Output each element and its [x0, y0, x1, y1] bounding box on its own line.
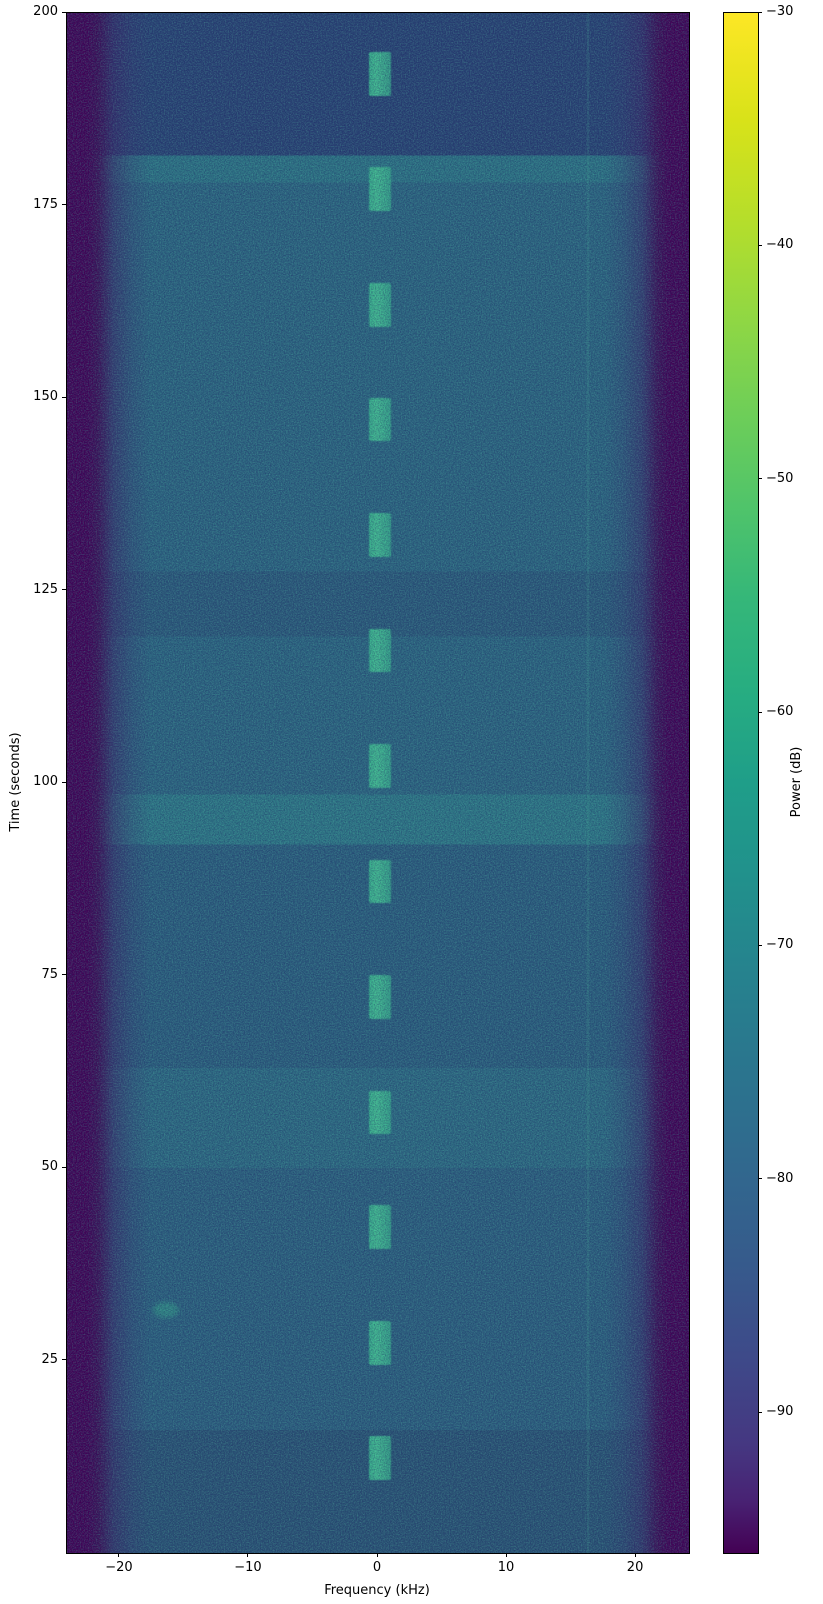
colorbar-tick-label: −80	[766, 1170, 794, 1186]
y-tick-mark	[62, 781, 66, 783]
signal-burst	[368, 51, 391, 96]
x-tick-label: 0	[372, 1560, 382, 1575]
y-tick-mark	[62, 11, 66, 13]
y-tick-mark	[62, 589, 66, 590]
colorbar-tick-label: −60	[766, 704, 794, 719]
signal-burst	[368, 744, 391, 788]
signal-burst	[368, 975, 391, 1019]
y-tick-mark	[62, 974, 66, 975]
carrier-line-artifact	[587, 13, 590, 1553]
x-tick-label: 20	[626, 1560, 644, 1575]
colorbar-tick-mark	[758, 944, 762, 946]
y-tick-mark	[62, 1166, 66, 1168]
colorbar-tick-label: −40	[766, 237, 794, 253]
noise-texture-overlay	[67, 13, 689, 1553]
y-tick-label: 75	[41, 966, 58, 982]
colorbar-tick-label: −70	[766, 937, 794, 953]
x-tick-mark	[634, 1553, 636, 1557]
blob-artifact	[153, 1302, 180, 1319]
colorbar	[723, 12, 759, 1554]
signal-burst	[368, 1090, 391, 1135]
x-tick-label: −20	[105, 1560, 133, 1575]
light-speckle-noise	[67, 13, 689, 1553]
y-tick-label: 25	[41, 1351, 58, 1367]
x-axis-label: Frequency (kHz)	[324, 1583, 430, 1598]
y-tick-mark	[62, 396, 66, 398]
dark-speckle-noise	[67, 13, 689, 1553]
y-tick-label: 125	[33, 581, 58, 597]
signal-burst	[368, 1320, 391, 1365]
y-tick-label: 150	[33, 389, 58, 404]
signal-marks-layer	[67, 13, 689, 1553]
colorbar-tick-label: −30	[766, 4, 794, 19]
signal-burst	[368, 513, 391, 557]
colorbar-tick-mark	[758, 11, 762, 13]
plot-area	[66, 12, 690, 1554]
signal-burst	[368, 1436, 391, 1481]
time-bands-layer	[67, 13, 689, 1553]
colorbar-tick-mark	[758, 244, 762, 246]
colorbar-tick-label: −50	[766, 470, 794, 486]
signal-burst	[368, 859, 391, 904]
signal-burst	[368, 628, 391, 673]
y-tick-label: 50	[41, 1159, 58, 1174]
x-tick-mark	[118, 1553, 120, 1557]
colorbar-tick-label: −90	[766, 1404, 794, 1419]
colorbar-tick-mark	[758, 1178, 762, 1180]
y-tick-label: 200	[33, 4, 58, 19]
x-tick-mark	[247, 1553, 249, 1557]
x-tick-label: −10	[234, 1560, 262, 1575]
signal-burst	[368, 397, 391, 442]
y-tick-mark	[62, 1359, 66, 1360]
x-tick-mark	[505, 1553, 507, 1557]
y-tick-mark	[62, 204, 66, 205]
y-tick-label: 100	[33, 774, 58, 789]
band-edge-vignette	[67, 13, 689, 1553]
y-tick-label: 175	[33, 196, 58, 212]
x-tick-mark	[376, 1553, 378, 1557]
colorbar-tick-mark	[758, 711, 762, 713]
x-tick-label: 10	[497, 1560, 515, 1575]
signal-burst	[368, 282, 391, 327]
colorbar-tick-mark	[758, 1411, 762, 1413]
signal-burst	[368, 167, 391, 212]
colorbar-label: Power (dB)	[789, 746, 804, 818]
colorbar-tick-mark	[758, 478, 762, 480]
signal-burst	[368, 1205, 391, 1250]
